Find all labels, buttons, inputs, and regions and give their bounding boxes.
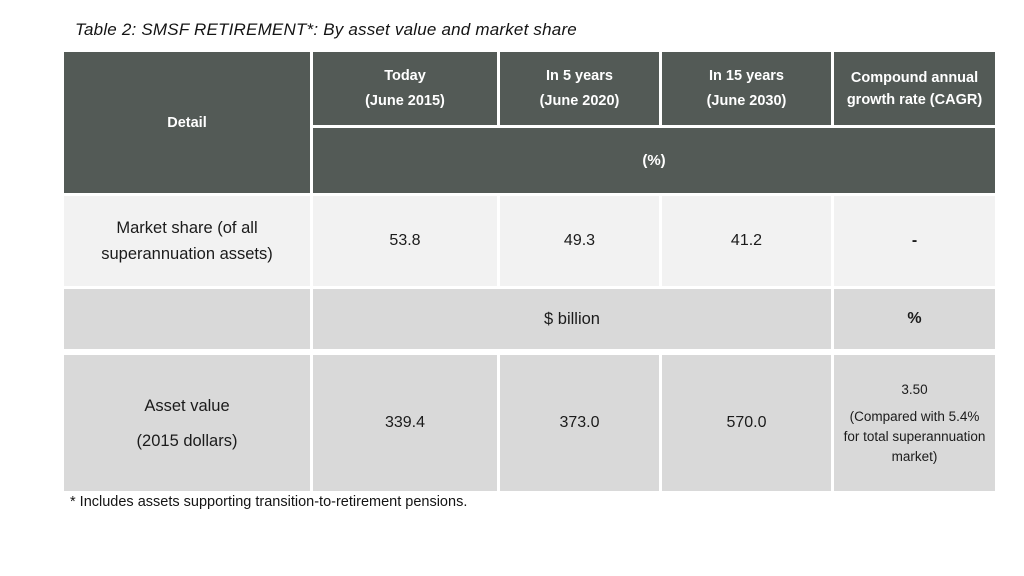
market-share-in15-value: 41.2 <box>662 196 831 286</box>
asset-value-in15-value: 570.0 <box>662 352 831 491</box>
asset-value-today-text: 339.4 <box>384 414 426 431</box>
market-share-in5-text: 49.3 <box>563 232 596 249</box>
market-share-label: Market share (of all superannuation asse… <box>101 219 273 263</box>
table-title: Table 2: SMSF RETIREMENT*: By asset valu… <box>75 20 577 39</box>
asset-value-in15-text: 570.0 <box>726 414 767 431</box>
asset-value-label-line2: (2015 dollars) <box>136 431 238 450</box>
percent-band-cell: (%) <box>313 128 995 193</box>
units-billion-label: $ billion <box>544 309 600 328</box>
market-share-in5-value: 49.3 <box>500 196 659 286</box>
units-percent-cell: % <box>834 289 995 349</box>
units-empty-cell <box>64 289 310 349</box>
header-cell-detail: Detail <box>64 52 310 193</box>
header-detail-label: Detail <box>167 114 207 131</box>
units-percent-label: % <box>907 310 922 327</box>
table-footnote: * Includes assets supporting transition-… <box>70 494 468 510</box>
smsf-retirement-table: Detail Today (June 2015) In 5 years (Jun… <box>64 52 995 491</box>
asset-value-label-cell: Asset value (2015 dollars) <box>64 352 310 491</box>
header-in15-line1: In 15 years <box>709 68 784 84</box>
asset-value-cagr-number: 3.50 <box>901 381 928 397</box>
market-share-cagr-text: - <box>911 232 918 249</box>
header-cell-cagr: Compound annual growth rate (CAGR) <box>834 52 995 125</box>
header-cagr-label: Compound annual growth rate (CAGR) <box>846 69 983 108</box>
asset-value-cagr-note: (Compared with 5.4% for total superannua… <box>843 408 986 464</box>
asset-value-label-line1: Asset value <box>144 396 230 415</box>
units-billion-cell: $ billion <box>313 289 831 349</box>
market-share-today-value: 53.8 <box>313 196 497 286</box>
market-share-cagr-value: - <box>834 196 995 286</box>
asset-value-cagr-cell: 3.50 (Compared with 5.4% for total super… <box>834 352 995 491</box>
market-share-label-cell: Market share (of all superannuation asse… <box>64 196 310 286</box>
header-in5-line1: In 5 years <box>546 68 613 84</box>
market-share-in15-text: 41.2 <box>730 232 763 249</box>
header-today-line1: Today <box>384 68 426 84</box>
market-share-today-text: 53.8 <box>389 232 421 249</box>
asset-value-today-value: 339.4 <box>313 352 497 491</box>
asset-value-in5-text: 373.0 <box>559 414 600 431</box>
header-cell-in15years: In 15 years (June 2030) <box>662 52 831 125</box>
header-today-line2: (June 2015) <box>365 93 445 109</box>
percent-band-label: (%) <box>642 152 666 169</box>
header-in5-line2: (June 2020) <box>539 93 620 109</box>
header-cell-today: Today (June 2015) <box>313 52 497 125</box>
header-cell-in5years: In 5 years (June 2020) <box>500 52 659 125</box>
asset-value-in5-value: 373.0 <box>500 352 659 491</box>
header-in15-line2: (June 2030) <box>706 93 787 109</box>
